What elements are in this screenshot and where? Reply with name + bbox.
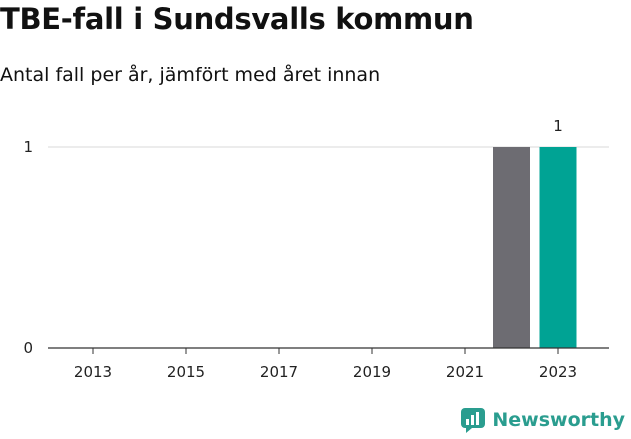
brand-name: Newsworthy	[492, 409, 625, 431]
chart-title: TBE-fall i Sundsvalls kommun	[0, 2, 474, 36]
y-tick-label-1: 1	[23, 138, 33, 156]
x-tick-label-2021: 2021	[446, 363, 484, 381]
newsworthy-logo-icon	[461, 408, 486, 433]
x-tick-label-2023: 2023	[539, 363, 577, 381]
x-tick-label-2013: 2013	[74, 363, 112, 381]
x-tick-label-2017: 2017	[260, 363, 298, 381]
bar-2022	[493, 147, 530, 348]
x-tick-label-2015: 2015	[167, 363, 205, 381]
y-tick-label-0: 0	[23, 339, 33, 357]
bar-2023	[539, 147, 577, 348]
brand-logo: Newsworthy	[460, 407, 625, 433]
chart-subtitle: Antal fall per år, jämfört med året inna…	[0, 64, 381, 86]
data-label-2023: 1	[553, 117, 563, 135]
x-tick-label-2019: 2019	[353, 363, 391, 381]
